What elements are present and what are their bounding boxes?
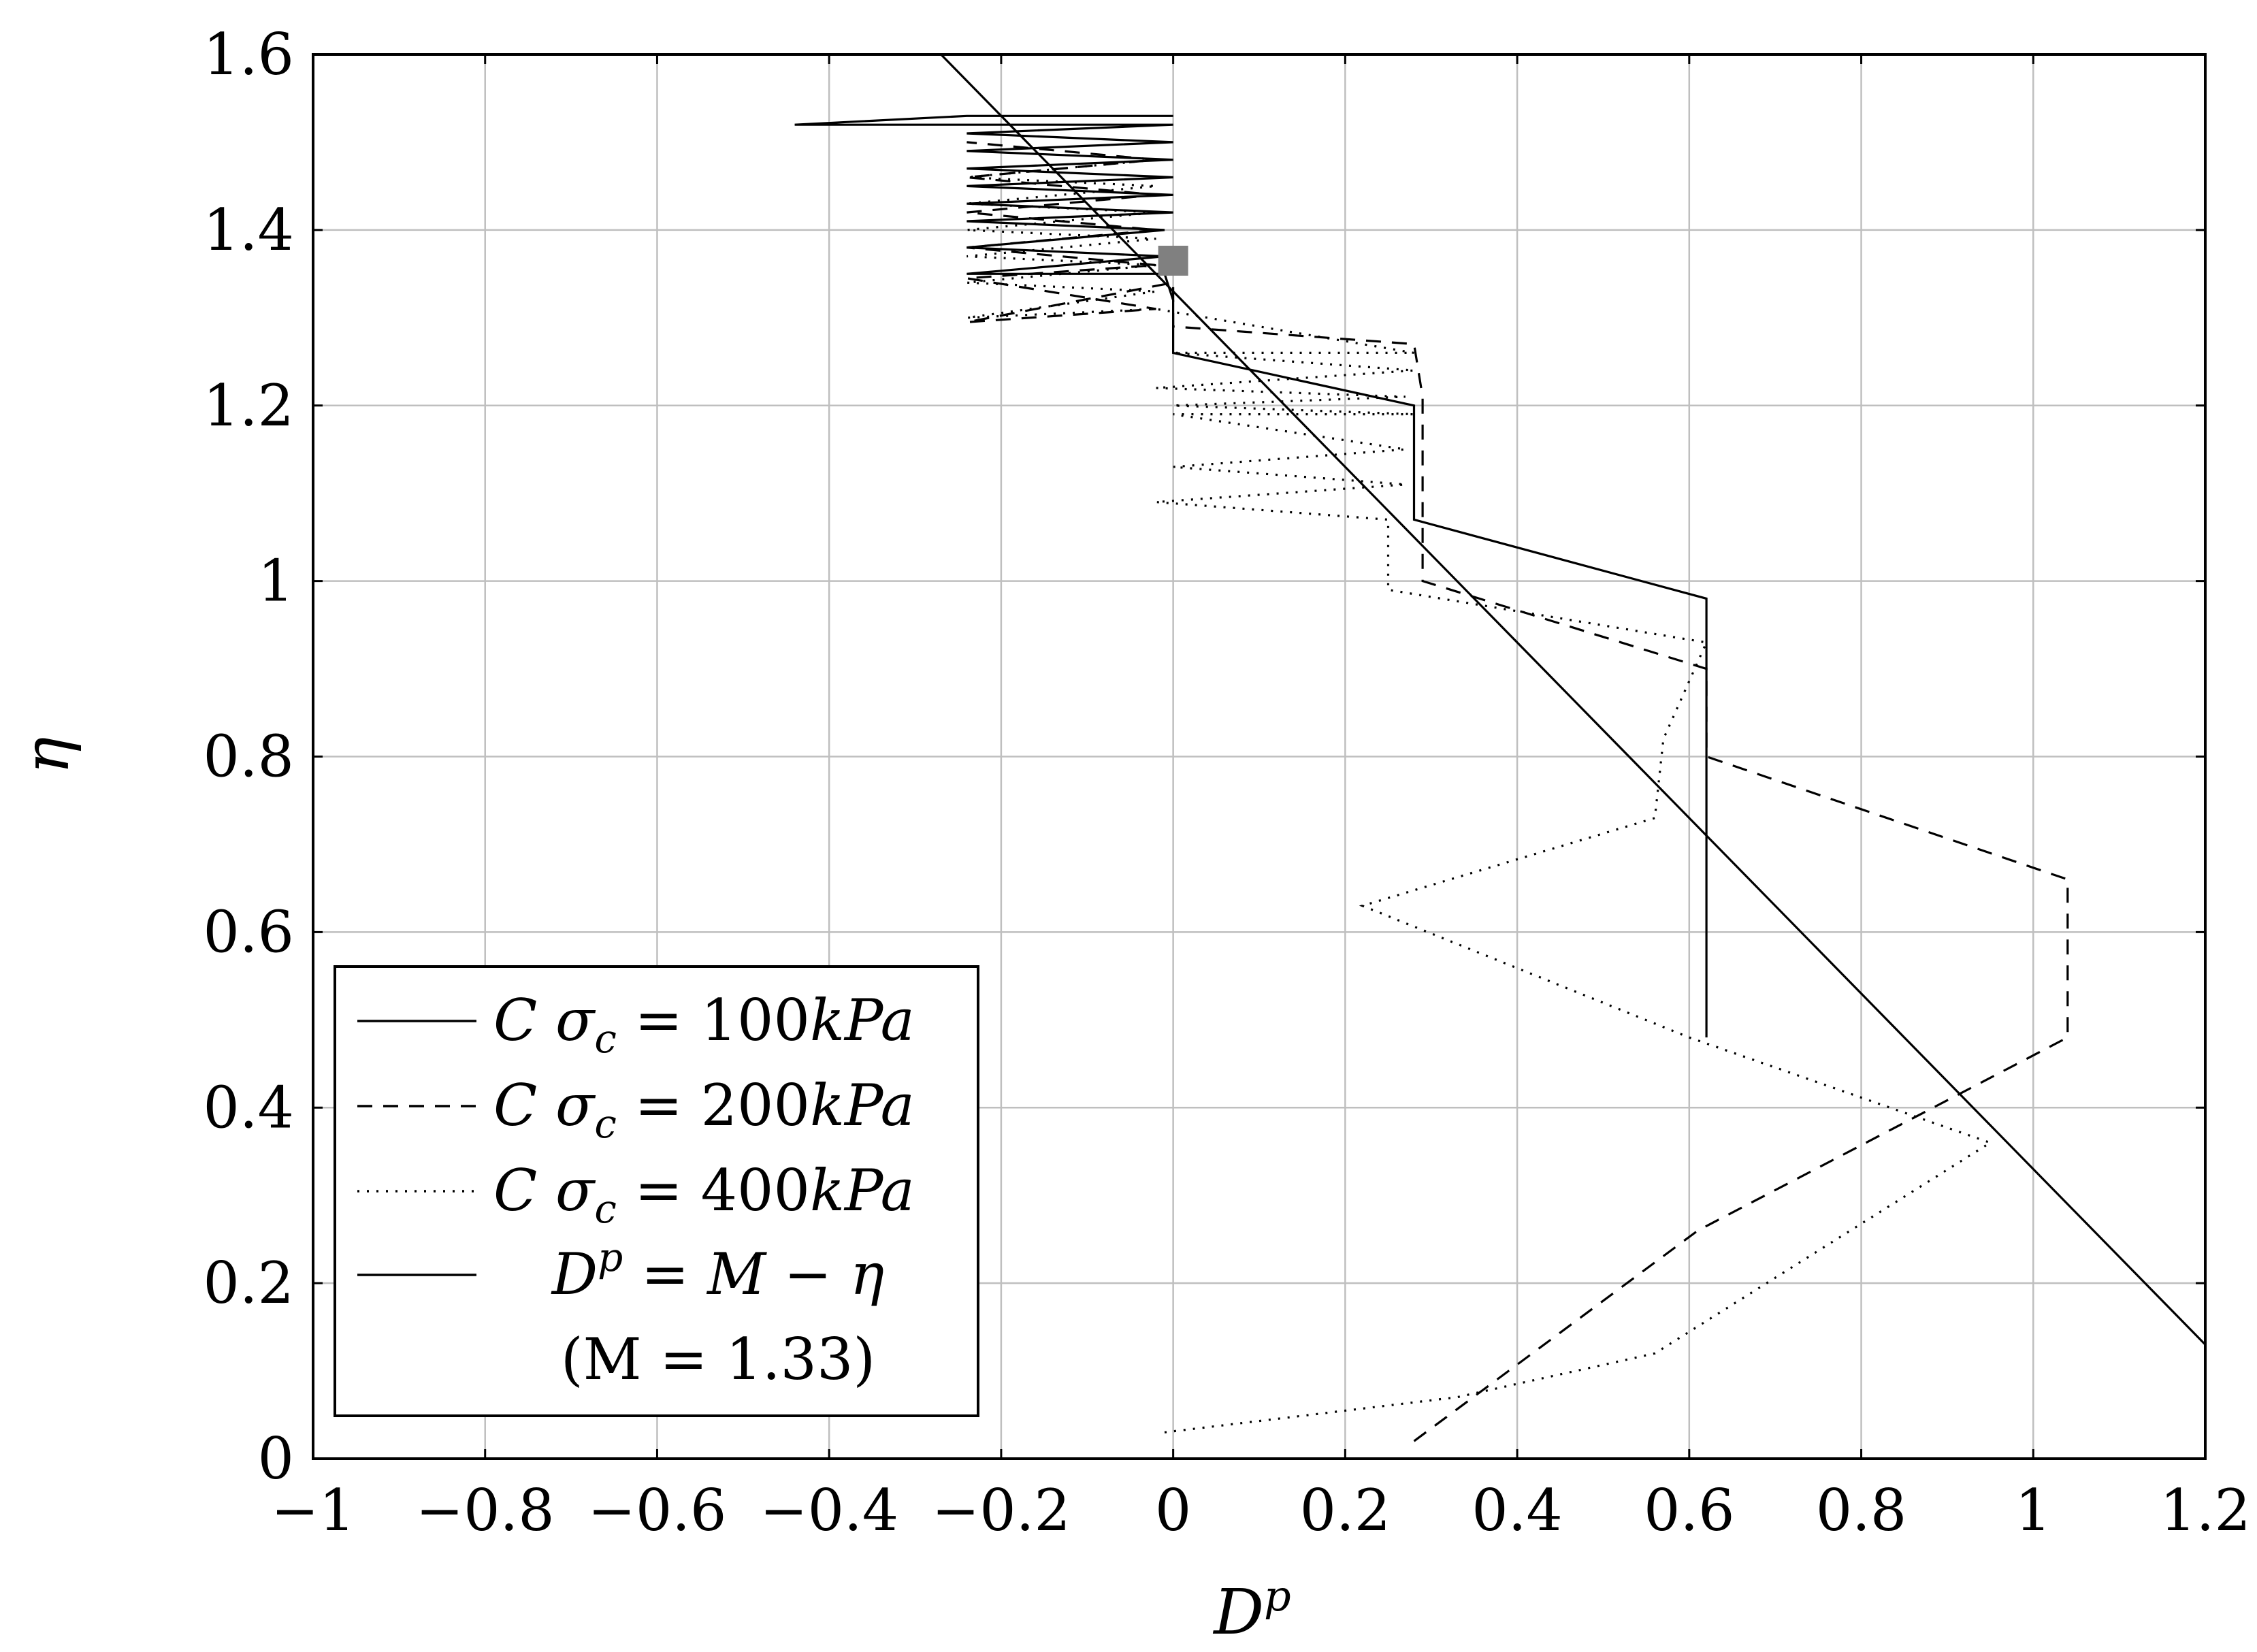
x-axis-label-sup: p	[1264, 1571, 1291, 1621]
x-tick-label: 1	[2015, 1477, 2051, 1544]
legend-label-critical-line: Dp = M − η	[551, 1234, 884, 1308]
x-tick-label: −1	[271, 1477, 355, 1544]
legend-label-400kpa: C σc = 400kPa	[493, 1157, 915, 1232]
legend: C σc = 100kPa C σc = 200kPa C σc = 400kP…	[334, 965, 979, 1417]
x-tick-label: 0.4	[1472, 1477, 1563, 1544]
x-tick-label: −0.4	[760, 1477, 898, 1544]
legend-box	[334, 965, 979, 1417]
legend-label-200kpa: C σc = 200kPa	[493, 1072, 915, 1147]
series-layer	[794, 54, 2205, 1442]
x-tick-label: −0.8	[416, 1477, 555, 1544]
x-tick-label: 0.2	[1300, 1477, 1391, 1544]
y-tick-label: 0.8	[203, 724, 294, 790]
series-100kpa-line	[794, 114, 1708, 1038]
y-tick-label: 0.4	[203, 1074, 294, 1141]
x-tick-label: 0.6	[1644, 1477, 1735, 1544]
y-tick-label: 1.6	[203, 21, 294, 88]
legend-label-critical-line-m: (M = 1.33)	[561, 1326, 875, 1393]
legend-label-100kpa: C σc = 100kPa	[493, 987, 915, 1062]
x-tick-label: 0.8	[1816, 1477, 1907, 1544]
square-marker	[1158, 246, 1188, 276]
ticks	[312, 53, 2207, 1460]
y-tick-label: 1	[258, 548, 294, 615]
y-tick-label: 0	[258, 1425, 294, 1492]
y-tick-label: 0.6	[203, 898, 294, 965]
critical-state-line	[940, 54, 2205, 1346]
series-200kpa-line	[967, 141, 2069, 1442]
series-400kpa-line	[967, 159, 1993, 1434]
y-tick-label: 1.4	[203, 197, 294, 263]
marker-layer	[1158, 246, 1188, 276]
x-axis-label: Dp	[1212, 1571, 1290, 1649]
y-axis-label: η	[10, 736, 83, 774]
x-tick-label: −0.2	[932, 1477, 1071, 1544]
x-tick-label: −0.6	[587, 1477, 726, 1544]
y-tick-label: 0.2	[203, 1250, 294, 1316]
x-tick-label: 1.2	[2160, 1477, 2251, 1544]
tick-labels: −1 −0.8 −0.6 −0.4 −0.2 0 0.2 0.4 0.6 0.8 1 1.2 0 0.2 0…	[203, 21, 2250, 1544]
x-axis-label-main: D	[1212, 1576, 1264, 1649]
x-tick-label: 0	[1155, 1477, 1191, 1544]
y-tick-label: 1.2	[203, 372, 294, 439]
